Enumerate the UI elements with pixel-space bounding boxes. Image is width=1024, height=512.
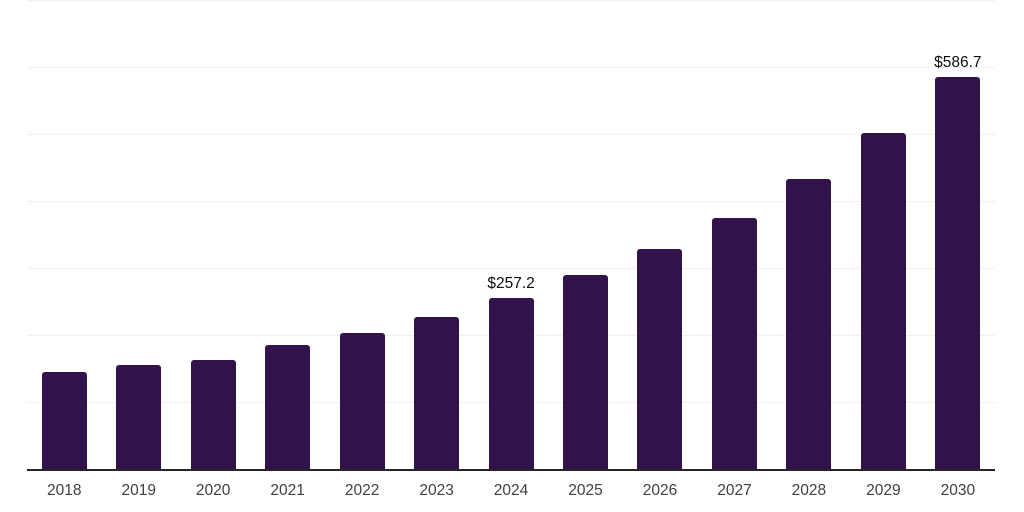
- bar-2027: [711, 217, 757, 470]
- x-tick-label-2020: 2020: [195, 482, 231, 499]
- bar-2018: [41, 372, 87, 470]
- x-tick-label-2021: 2021: [270, 482, 305, 499]
- data-label-2030: $586.7: [934, 54, 982, 72]
- data-label-2024: $257.2: [487, 275, 535, 293]
- x-tick-label-2027: 2027: [717, 482, 752, 499]
- bar-2020: [190, 360, 236, 470]
- bar-2025: [563, 274, 609, 470]
- x-axis-tick-labels: 2018 2019 2020 2021 2022 2023 2024 2025 2026 2027…: [27, 483, 995, 499]
- x-axis-line: [27, 469, 995, 471]
- x-tick-label-2026: 2026: [642, 482, 678, 499]
- x-tick-label-2024: 2024: [493, 482, 529, 499]
- bars-layer: $257.2 $586.7: [27, 1, 995, 470]
- bar-2026: [637, 249, 683, 470]
- bar-slot-2030: $586.7: [921, 1, 995, 470]
- x-tick-label-2029: 2029: [866, 482, 901, 499]
- gridline-300: [27, 268, 995, 269]
- bar-2024: [488, 297, 534, 470]
- bar-slot-2023: [399, 1, 473, 470]
- bar-2023: [414, 316, 460, 470]
- bar-chart: $257.2 $586.7 2018 2019 2020 2021 2022 2023 202…: [27, 0, 995, 499]
- bar-2021: [265, 345, 311, 470]
- x-tick-label-2028: 2028: [791, 482, 827, 499]
- bar-slot-2026: [623, 1, 697, 470]
- x-tick-label-2023: 2023: [419, 482, 454, 499]
- gridline-500: [27, 134, 995, 135]
- bar-slot-2028: [772, 1, 846, 470]
- bar-slot-2022: [325, 1, 399, 470]
- bar-slot-2024: $257.2: [474, 1, 548, 470]
- gridline-400: [27, 201, 995, 202]
- gridline-700: [27, 0, 995, 1]
- bar-slot-2029: [846, 1, 920, 470]
- x-tick-label-2019: 2019: [121, 482, 156, 499]
- bar-2028: [786, 179, 832, 470]
- bar-2029: [860, 132, 906, 470]
- gridline-600: [27, 67, 995, 68]
- bar-2022: [339, 333, 385, 470]
- bar-slot-2018: [27, 1, 101, 470]
- bar-slot-2019: [101, 1, 175, 470]
- bar-2019: [116, 365, 162, 470]
- bar-slot-2021: [250, 1, 324, 470]
- x-tick-label-2025: 2025: [568, 482, 603, 499]
- plot-area: $257.2 $586.7: [27, 0, 995, 471]
- bar-slot-2025: [548, 1, 622, 470]
- bar-2030: [935, 76, 981, 470]
- x-tick-label-2022: 2022: [344, 482, 380, 499]
- bar-slot-2020: [176, 1, 250, 470]
- x-tick-label-2018: 2018: [46, 482, 82, 499]
- bar-slot-2027: [697, 1, 771, 470]
- x-tick-label-2030: 2030: [940, 482, 976, 499]
